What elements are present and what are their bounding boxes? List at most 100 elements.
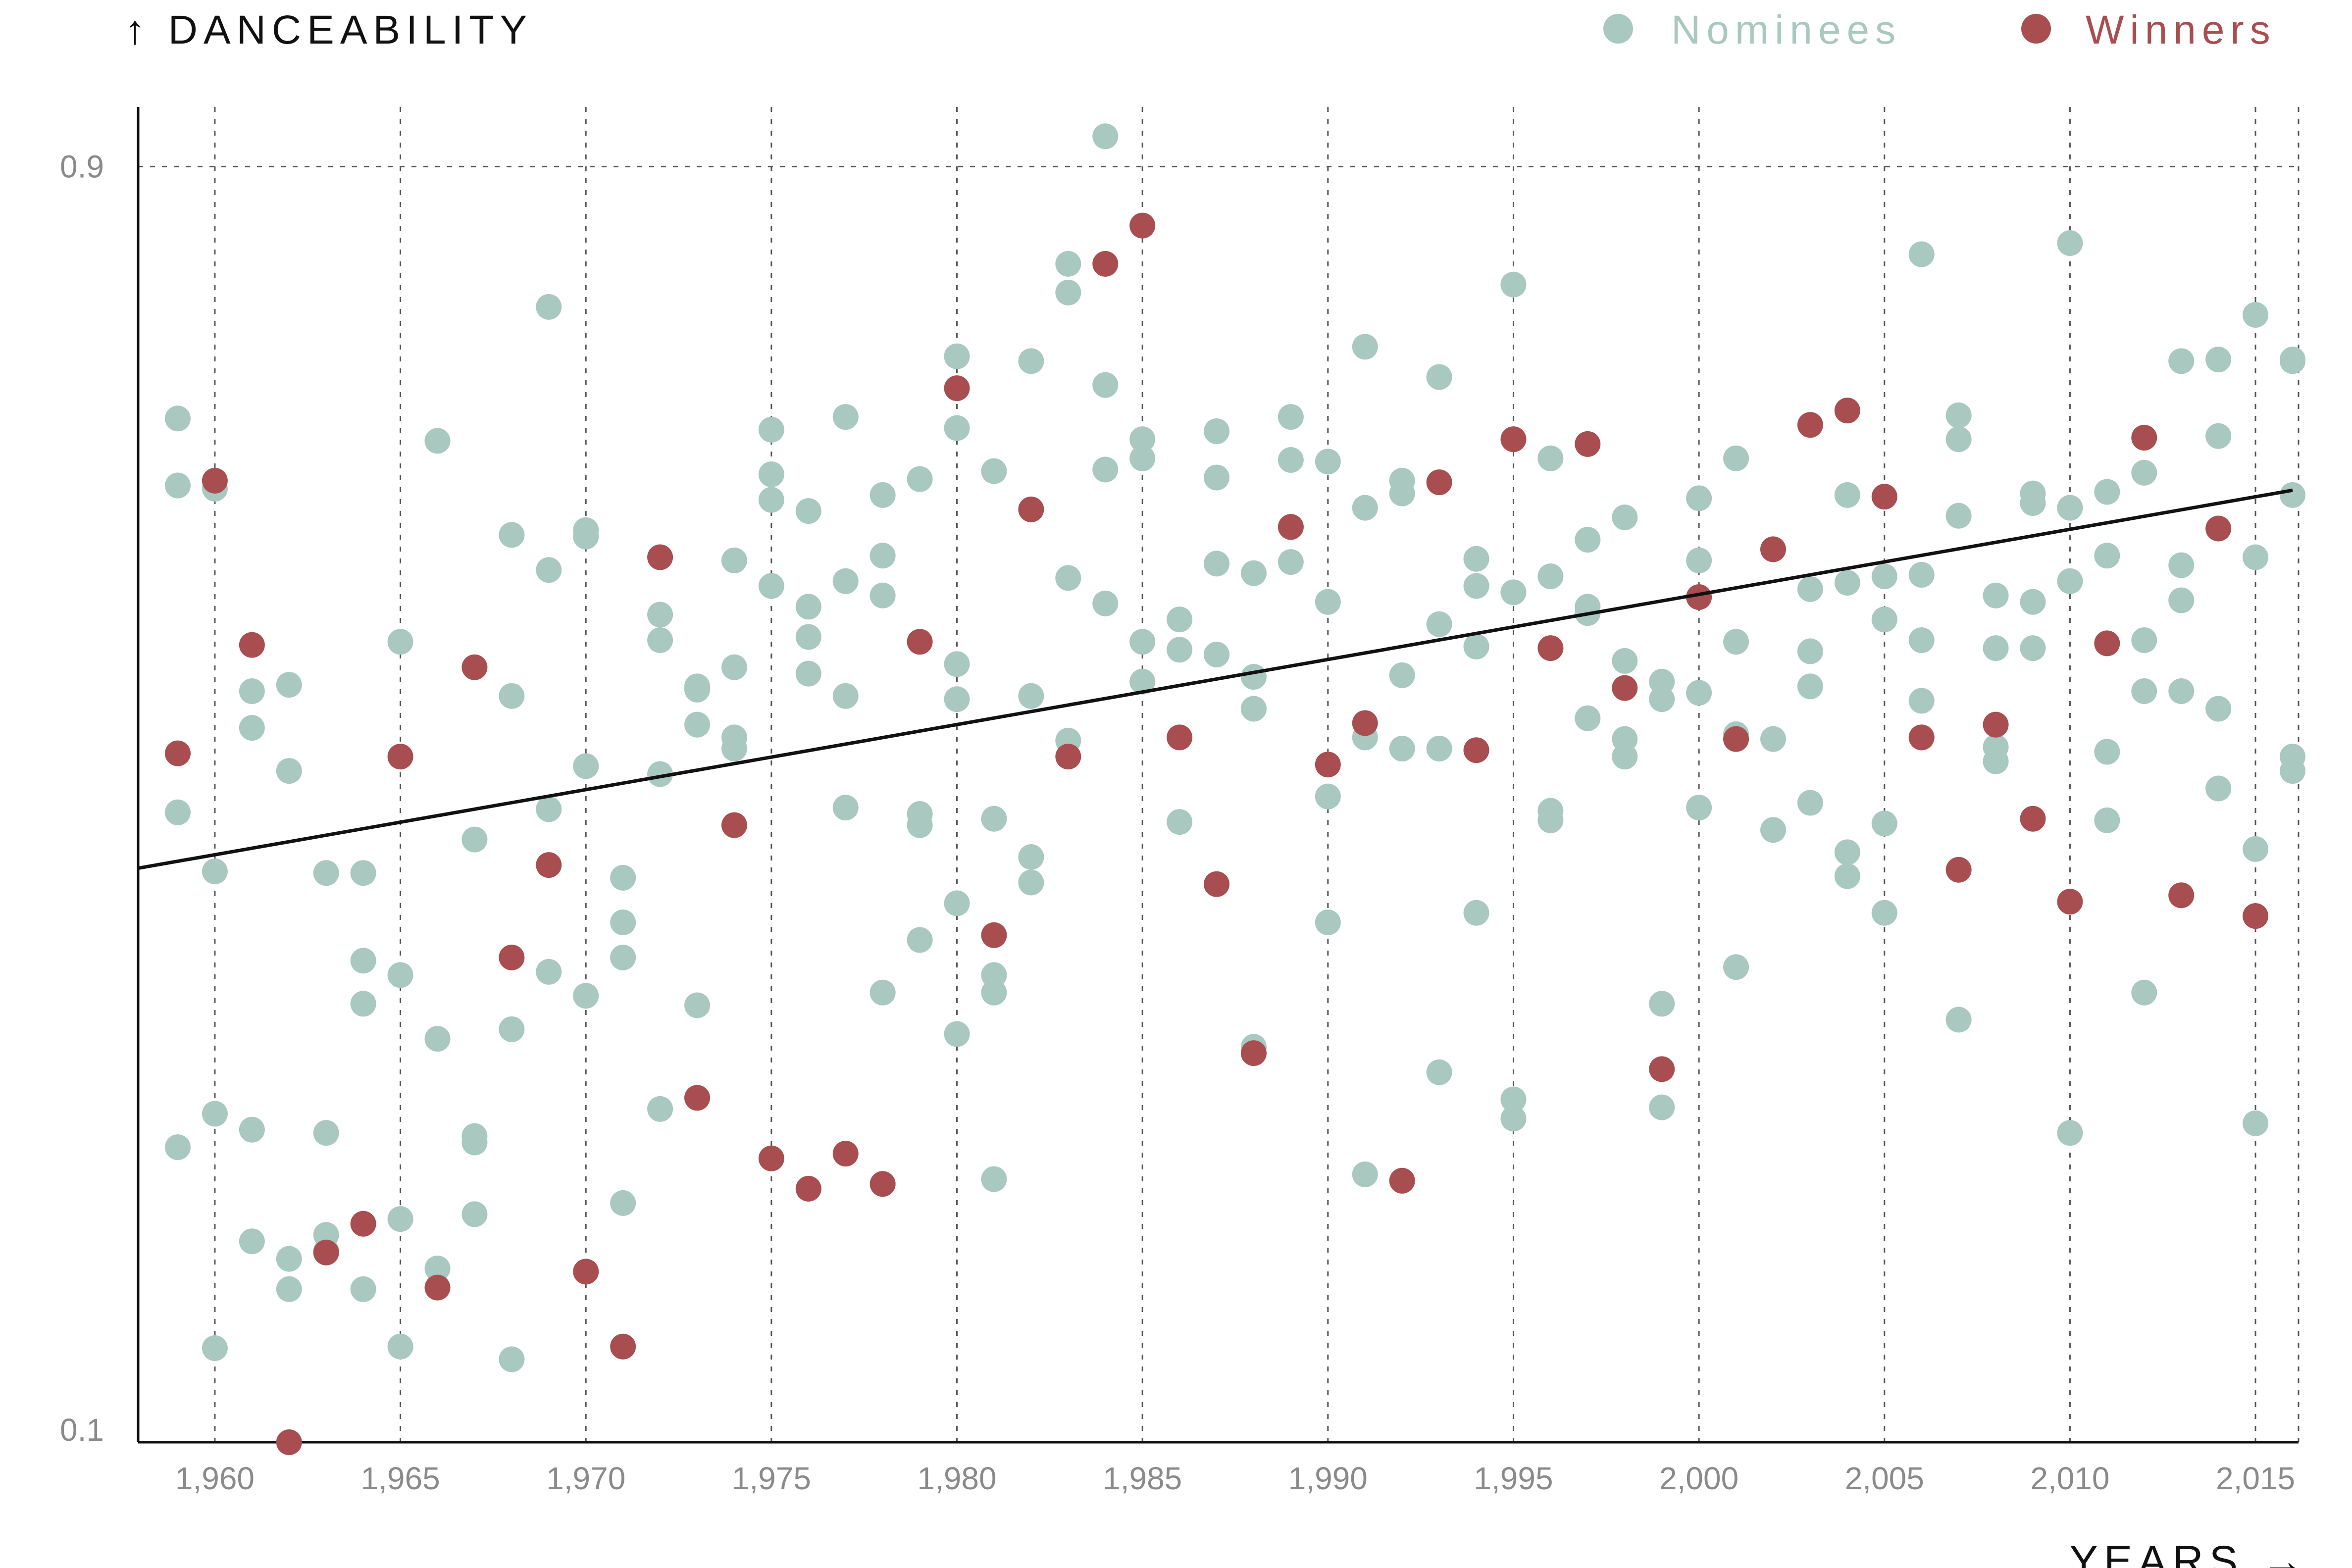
grid-layer	[138, 107, 2300, 1442]
nominees-point	[684, 676, 711, 703]
y-tick-label: 0.9	[60, 149, 104, 184]
winners-point	[795, 1175, 821, 1202]
nominees-point	[832, 683, 859, 709]
nominees-point	[1575, 527, 1601, 553]
nominees-point	[944, 686, 970, 712]
trend-layer	[138, 488, 2293, 870]
winners-point	[536, 852, 562, 878]
nominees-point	[610, 1190, 636, 1216]
winners-point	[1055, 744, 1081, 770]
nominees-point	[610, 944, 636, 970]
nominees-point	[1834, 482, 1860, 508]
nominees-point	[832, 795, 859, 821]
winners-point	[2243, 903, 2269, 929]
winners-point	[1463, 737, 1489, 763]
nominees-point	[536, 959, 562, 985]
winners-point	[1908, 724, 1935, 751]
nominees-point	[350, 1276, 376, 1302]
nominees-point	[1834, 570, 1860, 596]
nominees-point	[1797, 673, 1823, 700]
nominees-point	[1500, 1106, 1527, 1132]
nominees-point	[350, 948, 376, 974]
nominees-point	[424, 1255, 451, 1281]
winners-point	[907, 629, 933, 655]
nominees-point	[165, 1134, 191, 1161]
nominees-point	[1723, 445, 1749, 471]
legend-nominees-label: Nominees	[1671, 7, 1901, 52]
winners-point	[1426, 469, 1452, 496]
nominees-point	[1389, 735, 1415, 761]
nominees-point	[2205, 696, 2232, 722]
nominees-point	[1352, 1161, 1378, 1187]
legend-winners-marker	[2021, 14, 2051, 44]
winners-point	[2168, 882, 2195, 909]
x-tick-label: 1,980	[917, 1461, 996, 1496]
nominees-point	[795, 498, 821, 524]
nominees-point	[2280, 348, 2305, 374]
x-tick-label: 1,985	[1103, 1461, 1182, 1496]
nominees-point	[1129, 629, 1156, 655]
nominees-point	[2280, 758, 2305, 784]
nominees-point	[1797, 576, 1823, 602]
nominees-point	[1463, 900, 1489, 926]
winners-point	[869, 1171, 896, 1197]
nominees-point	[1834, 863, 1860, 889]
x-tick-label: 2,005	[1845, 1461, 1924, 1496]
nominees-point	[2131, 627, 2157, 653]
nominees-point	[758, 461, 784, 488]
nominees-point	[573, 753, 599, 779]
nominees-point	[647, 1096, 673, 1122]
nominees-point	[869, 979, 896, 1006]
nominees-point	[2168, 678, 2195, 705]
winners-point	[758, 1145, 784, 1171]
nominees-point	[387, 962, 413, 988]
nominees-point	[981, 458, 1007, 484]
winners-point	[461, 654, 488, 680]
nominees-point	[1315, 910, 1341, 936]
nominees-point	[461, 1201, 488, 1227]
nominees-point	[1018, 683, 1044, 709]
nominees-point	[647, 761, 673, 787]
winners-point	[610, 1333, 636, 1360]
winners-point	[2131, 424, 2157, 451]
nominees-point	[499, 683, 525, 709]
nominees-point	[1315, 783, 1341, 809]
nominees-point	[944, 343, 970, 369]
nominees-point	[1240, 696, 1267, 722]
nominees-point	[944, 415, 970, 441]
x-tick-label: 2,010	[2030, 1461, 2109, 1496]
winners-point	[2094, 630, 2120, 657]
nominees-point	[647, 627, 673, 653]
nominees-point	[1945, 426, 1972, 453]
winners-point	[1649, 1056, 1675, 1082]
nominees-point	[313, 860, 339, 886]
nominees-point	[758, 487, 784, 513]
nominees-point	[1018, 348, 1044, 374]
nominees-point	[350, 860, 376, 886]
winners-point	[981, 922, 1007, 948]
nominees-point	[1129, 445, 1156, 471]
nominees-point	[2094, 739, 2120, 765]
winners-point	[202, 467, 228, 494]
winners-point	[2020, 806, 2046, 832]
x-tick-label: 1,990	[1288, 1461, 1368, 1496]
nominees-point	[1055, 279, 1081, 305]
nominees-point	[1760, 726, 1786, 752]
winners-point	[165, 740, 191, 766]
winners-point	[239, 632, 265, 658]
nominees-point	[1204, 551, 1230, 577]
nominees-point	[1983, 635, 2009, 661]
nominees-point	[1500, 579, 1527, 606]
nominees-point	[276, 672, 302, 698]
nominees-point	[684, 992, 711, 1018]
winners-point	[276, 1429, 302, 1455]
nominees-point	[424, 1026, 451, 1052]
x-axis-title: YEARS →	[2070, 1537, 2310, 1568]
x-tick-label: 2,000	[1659, 1461, 1738, 1496]
winners-point	[1686, 584, 1712, 610]
winners-point	[1834, 398, 1860, 424]
nominees-point	[1018, 844, 1044, 870]
y-tick-labels: 0.1 0.9	[60, 149, 104, 1448]
nominees-point	[2131, 979, 2157, 1006]
